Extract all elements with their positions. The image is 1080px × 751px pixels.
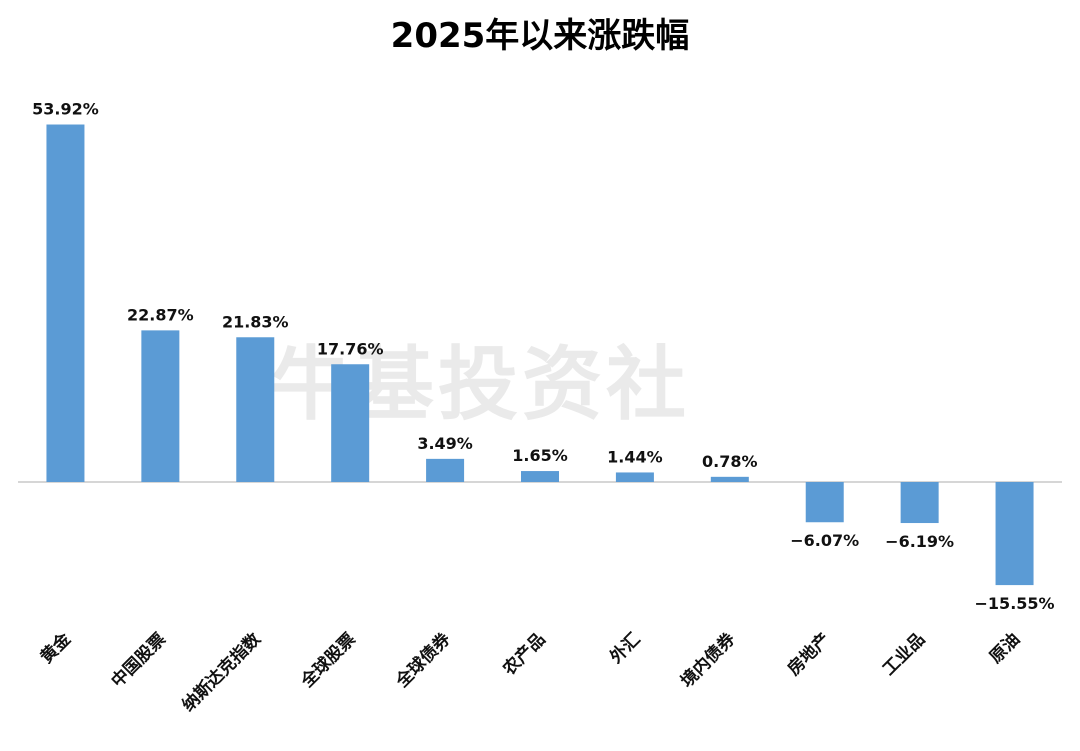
bar-5 xyxy=(521,471,559,482)
category-label-2: 纳斯达克指数 xyxy=(178,628,266,716)
value-label-3: 17.76% xyxy=(317,339,384,358)
bar-0 xyxy=(46,124,85,482)
value-labels-group: 53.92% 22.87% 21.83% 17.76% 3.49% 1.65% 1.44% 0… xyxy=(32,100,1054,614)
value-label-8: −6.07% xyxy=(790,531,859,550)
bar-2 xyxy=(236,337,275,482)
bar-9 xyxy=(900,482,939,524)
value-label-2: 21.83% xyxy=(222,312,289,331)
chart-title: 2025年以来涨跌幅 xyxy=(390,16,690,56)
bar-8 xyxy=(805,482,844,523)
category-label-4: 全球债券 xyxy=(391,628,455,692)
category-label-9: 工业品 xyxy=(879,629,929,679)
category-label-8: 房地产 xyxy=(783,629,834,680)
category-label-10: 原油 xyxy=(985,629,1024,668)
category-label-7: 境内债券 xyxy=(676,628,740,692)
value-label-0: 53.92% xyxy=(32,100,99,119)
category-labels-group: 黄金 中国股票 纳斯达克指数 全球股票 全球债券 农产品 外汇 境内债券 房地产 工业品 原油 xyxy=(36,628,1024,716)
bar-1 xyxy=(141,330,180,482)
bar-3 xyxy=(331,364,370,482)
category-label-1: 中国股票 xyxy=(107,629,170,692)
value-label-10: −15.55% xyxy=(975,594,1055,613)
value-label-9: −6.19% xyxy=(885,532,954,551)
bar-7 xyxy=(710,476,749,482)
value-label-6: 1.44% xyxy=(607,447,663,466)
category-label-3: 全球股票 xyxy=(296,629,360,693)
value-label-4: 3.49% xyxy=(417,434,473,453)
value-label-1: 22.87% xyxy=(127,305,194,324)
bar-6 xyxy=(615,472,654,482)
value-label-7: 0.78% xyxy=(702,452,758,471)
category-label-0: 黄金 xyxy=(36,628,76,668)
category-label-6: 外汇 xyxy=(606,629,645,668)
category-label-5: 农产品 xyxy=(498,629,550,681)
value-label-5: 1.65% xyxy=(512,446,568,465)
bars-group xyxy=(46,124,1034,586)
bar-4 xyxy=(426,458,465,482)
bar-10 xyxy=(995,482,1034,586)
